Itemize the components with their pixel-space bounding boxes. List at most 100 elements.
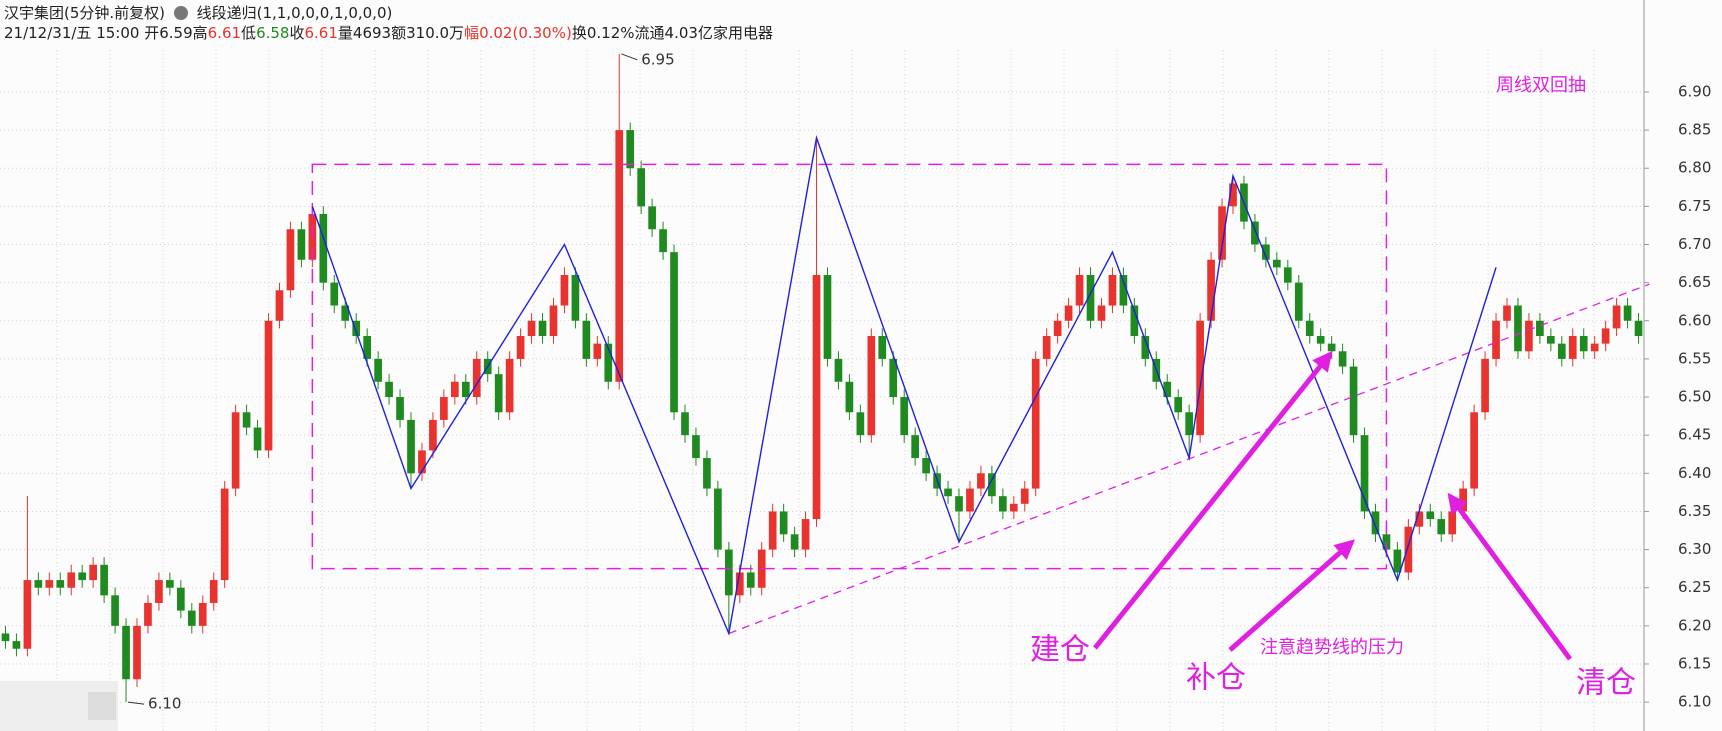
candle-body [144, 602, 152, 626]
plot: 6.95 6.10 [1, 50, 1650, 713]
candle-body [801, 519, 810, 550]
indicator-icon[interactable] [173, 6, 188, 20]
candle-body [615, 130, 624, 382]
y-tick-label: 6.40 [1678, 464, 1711, 482]
candle-body [133, 625, 141, 680]
candle-body [889, 358, 898, 398]
candle-body [319, 213, 328, 283]
candle-body [823, 275, 832, 359]
indicator-name: 线段递归(1,1,0,0,0,1,0,0,0) [196, 4, 393, 22]
candle-body [505, 358, 514, 413]
info-field: 流通4.03亿 [635, 24, 713, 42]
candle-body [1393, 549, 1402, 573]
candle-body [1163, 381, 1172, 398]
min-label: 6.10 [148, 695, 181, 713]
info-value: 6.58 [256, 24, 290, 42]
y-tick-label: 6.55 [1678, 349, 1711, 367]
candle-body [1273, 259, 1281, 268]
candle-body [472, 358, 481, 398]
candle-body [1218, 206, 1226, 260]
candle-body [1360, 435, 1369, 512]
candle-body [999, 496, 1007, 512]
info-label: 换 [571, 24, 587, 42]
candle-body [1031, 358, 1040, 489]
candle-body [264, 320, 273, 451]
info-field: 额310.0万 [391, 24, 464, 42]
candle-body [111, 595, 119, 626]
info-label: 收 [289, 24, 305, 42]
candle-body [768, 511, 777, 550]
mini-close[interactable] [88, 692, 116, 720]
candle-body [451, 381, 459, 398]
y-tick-label: 6.60 [1678, 311, 1711, 329]
candle-body [1470, 412, 1478, 489]
info-label: 低 [241, 24, 257, 42]
candle-body [56, 580, 65, 588]
candle-body [385, 381, 393, 398]
candle-body [1262, 244, 1270, 260]
candle-body [1305, 320, 1314, 337]
candle-body [1557, 343, 1566, 359]
candle-body [977, 473, 985, 489]
candle-body [78, 572, 87, 581]
candle-body [966, 488, 974, 512]
candle-body [1086, 275, 1095, 321]
candle-body [1437, 519, 1446, 535]
info-label: 幅 [464, 24, 480, 42]
candle-body [571, 275, 580, 321]
candle-body [779, 511, 788, 535]
candle-body [286, 229, 295, 291]
candle-body [735, 572, 744, 596]
candle-body [790, 534, 799, 550]
grid: 6.10 6.15 6.20 6.25 6.30 6.35 6.40 6.45 6.50 6.55… [0, 50, 1711, 731]
header-line-2: 21/12/31/五 15:00 开6.59高6.61低6.58收6.61量46… [4, 22, 773, 43]
candle-body [659, 229, 667, 253]
info-field: 幅0.02(0.30%) [464, 24, 572, 42]
candle-body [1579, 336, 1588, 352]
build-arrow [1093, 350, 1333, 650]
header-line-1: 汉宇集团(5分钟.前复权) 线段递归(1,1,0,0,0,1,0,0,0) [4, 2, 392, 23]
info-label: 家用电器 [712, 24, 773, 42]
candle-body [297, 229, 306, 260]
candle-body [198, 602, 207, 626]
candle-body [1415, 511, 1424, 527]
y-tick-label: 6.70 [1678, 235, 1711, 253]
candle-body [637, 168, 645, 207]
candle-body [1042, 336, 1051, 359]
candle-body [1404, 526, 1413, 573]
candle-body [1536, 320, 1544, 337]
candle-body [177, 587, 185, 611]
y-tick-label: 6.85 [1678, 121, 1711, 139]
candle-body [352, 320, 361, 337]
candle-body [67, 572, 76, 588]
candle-body [122, 625, 130, 680]
candle-body [1097, 305, 1106, 321]
candle-body [1448, 511, 1457, 535]
max-pointer [621, 53, 638, 61]
candle-body [1525, 320, 1533, 352]
candle-body [900, 397, 909, 436]
info-field: 量4693 [338, 24, 391, 42]
info-label: 开 [144, 24, 160, 42]
y-tick-label: 6.50 [1678, 388, 1711, 406]
candle-body [1196, 320, 1204, 436]
candle-body [407, 419, 415, 474]
candle-body [703, 458, 711, 489]
y-tick-label: 6.10 [1678, 693, 1711, 711]
candle-body [1327, 343, 1336, 352]
y-tick-label: 6.75 [1678, 197, 1711, 215]
candle-body [253, 427, 262, 451]
candle-body [582, 320, 591, 359]
info-value: 0.02(0.30%) [479, 24, 572, 42]
candle-body [1108, 275, 1117, 306]
y-tick-label: 6.20 [1678, 616, 1711, 634]
candle-body [242, 412, 251, 428]
candle-body [1283, 267, 1292, 283]
candle-body [1053, 320, 1062, 337]
candle-body [867, 336, 876, 436]
candle-body [1371, 511, 1380, 535]
max-label: 6.95 [641, 50, 674, 68]
min-pointer [127, 701, 145, 705]
candle-body [1338, 351, 1347, 367]
